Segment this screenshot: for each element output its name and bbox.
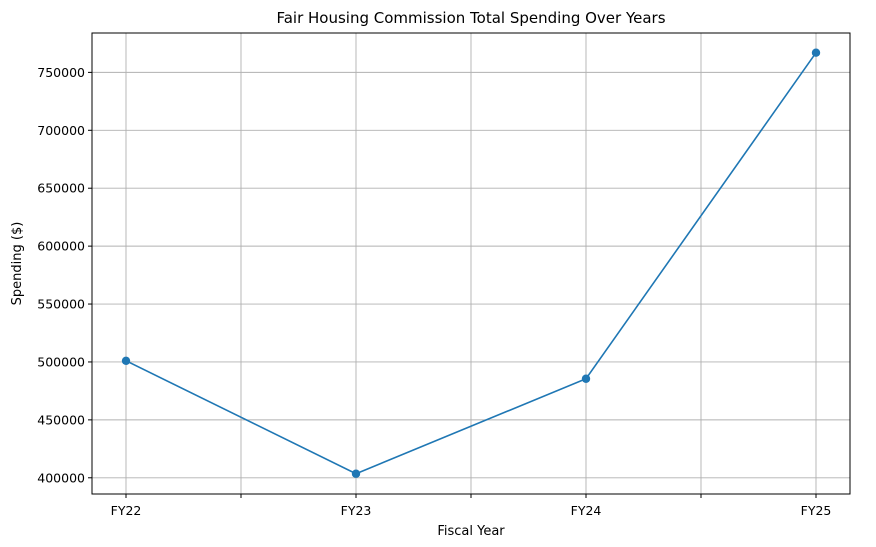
series-line bbox=[125, 52, 817, 475]
y-tick-label: 700000 bbox=[37, 123, 85, 138]
y-tick-label: 600000 bbox=[37, 239, 85, 254]
data-point bbox=[811, 48, 821, 57]
y-tick-label: 750000 bbox=[37, 65, 85, 80]
y-tick-label: 650000 bbox=[37, 181, 85, 196]
y-axis-label: Spending ($) bbox=[10, 222, 25, 306]
x-axis-label: Fiscal Year bbox=[437, 524, 505, 539]
data-point bbox=[581, 374, 591, 383]
y-tick-label: 500000 bbox=[37, 354, 85, 369]
data-point bbox=[121, 356, 131, 365]
ticks: FY22 FY23 FY24 FY25 400000 450000 500000 550000… bbox=[37, 65, 831, 518]
x-tick-label: FY24 bbox=[571, 503, 602, 518]
x-tick-label: FY25 bbox=[801, 503, 832, 518]
data-point bbox=[351, 469, 361, 478]
series-layer bbox=[121, 48, 821, 478]
chart-title: Fair Housing Commission Total Spending O… bbox=[276, 9, 665, 27]
x-tick-label: FY23 bbox=[341, 503, 372, 518]
y-tick-label: 550000 bbox=[37, 297, 85, 312]
grid bbox=[92, 33, 850, 494]
y-tick-label: 450000 bbox=[37, 412, 85, 427]
x-tick-label: FY22 bbox=[111, 503, 142, 518]
y-tick-label: 400000 bbox=[37, 470, 85, 485]
